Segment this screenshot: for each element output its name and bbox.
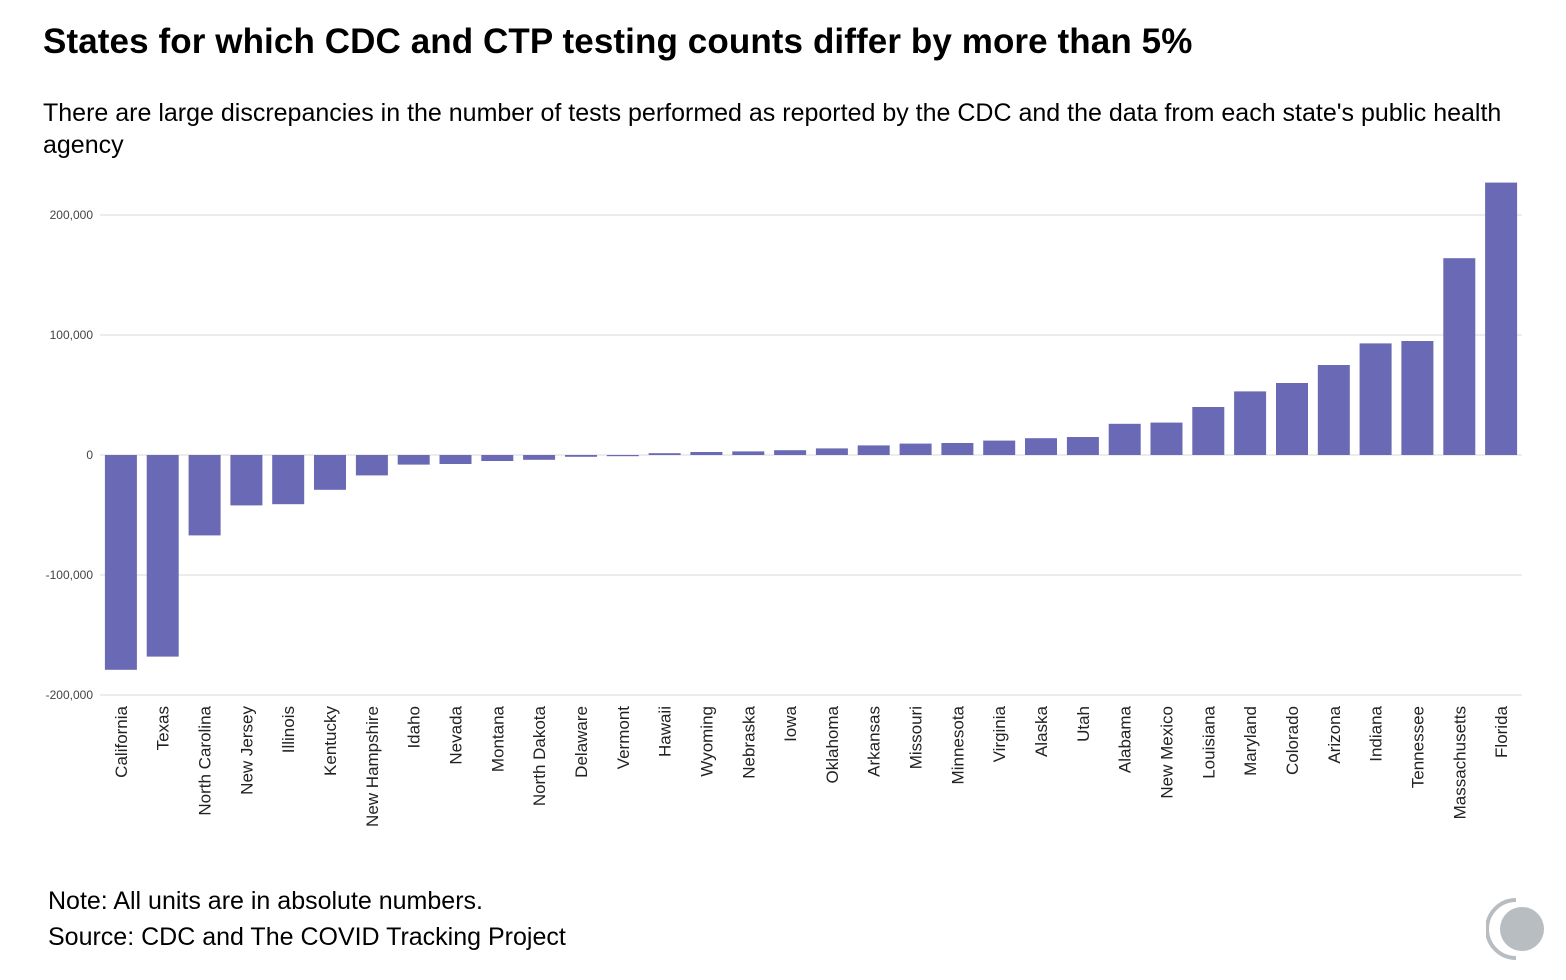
- bar-north-carolina: [188, 455, 221, 536]
- bar-iowa: [774, 450, 807, 455]
- bar-illinois: [272, 455, 305, 505]
- bar-vermont: [606, 455, 639, 457]
- x-tick-label: Louisiana: [1199, 705, 1218, 778]
- x-tick-label: Indiana: [1367, 705, 1386, 761]
- bars: [104, 182, 1518, 670]
- y-tick-label: 0: [86, 448, 93, 462]
- bar-maryland: [1234, 391, 1267, 455]
- y-tick-label: 100,000: [50, 328, 94, 342]
- bar-alaska: [1025, 438, 1057, 455]
- bar-minnesota: [941, 443, 974, 455]
- bar-arkansas: [857, 445, 890, 455]
- chart-subtitle: There are large discrepancies in the num…: [43, 99, 1502, 159]
- gridlines: [100, 214, 1522, 696]
- x-tick-label: Nevada: [447, 705, 466, 764]
- x-tick-label: Vermont: [614, 706, 633, 770]
- bar-oklahoma: [815, 448, 848, 455]
- bar-california: [104, 455, 137, 670]
- bar-idaho: [397, 455, 430, 465]
- bar-arizona: [1317, 365, 1350, 455]
- bar-new-jersey: [230, 455, 263, 506]
- x-tick-label: Iowa: [781, 705, 800, 741]
- bar-texas: [146, 455, 179, 657]
- covid-tracking-project-logo-icon: [1486, 898, 1544, 960]
- bar-florida: [1485, 182, 1518, 455]
- x-tick-label: Tennessee: [1408, 706, 1427, 788]
- bar-new-mexico: [1150, 422, 1183, 455]
- bar-missouri: [899, 443, 932, 455]
- y-axis-tick-labels: 200,000 100,000 0 -100,000 -200,000: [46, 208, 94, 702]
- y-tick-label: -200,000: [46, 688, 94, 702]
- x-tick-label: Alaska: [1032, 705, 1051, 757]
- x-tick-label: Maryland: [1241, 706, 1260, 776]
- x-axis-tick-labels: California Texas North Carolina New Jersey I…: [112, 705, 1511, 826]
- bar-new-hampshire: [355, 455, 388, 476]
- x-tick-label: Oklahoma: [823, 705, 842, 783]
- x-tick-label: Florida: [1492, 705, 1511, 758]
- x-tick-label: New Mexico: [1158, 706, 1177, 799]
- bar-colorado: [1276, 383, 1308, 455]
- x-tick-label: Arizona: [1325, 705, 1344, 763]
- x-tick-label: Kentucky: [321, 706, 340, 776]
- footer-source: Source: CDC and The COVID Tracking Proje…: [48, 923, 566, 951]
- y-tick-label: 200,000: [50, 208, 94, 222]
- footer-note: Note: All units are in absolute numbers.: [48, 887, 483, 915]
- bar-utah: [1066, 437, 1099, 455]
- y-tick-label: -100,000: [46, 568, 94, 582]
- bar-massachusetts: [1443, 258, 1476, 455]
- chart-title: States for which CDC and CTP testing cou…: [43, 22, 1193, 61]
- bar-wyoming: [690, 452, 723, 455]
- x-tick-label: California: [112, 705, 131, 777]
- x-tick-label: Missouri: [907, 706, 926, 769]
- x-tick-label: Montana: [488, 705, 507, 772]
- bar-hawaii: [648, 453, 681, 455]
- bar-kentucky: [314, 455, 346, 490]
- x-tick-label: Idaho: [405, 706, 424, 749]
- bar-indiana: [1359, 343, 1392, 455]
- bar-tennessee: [1401, 341, 1434, 455]
- x-tick-label: North Dakota: [530, 705, 549, 806]
- x-tick-label: Arkansas: [865, 706, 884, 777]
- bar-louisiana: [1192, 407, 1225, 455]
- x-tick-label: Wyoming: [697, 706, 716, 777]
- x-tick-label: Virginia: [990, 705, 1009, 762]
- x-tick-label: New Jersey: [237, 706, 256, 795]
- x-tick-label: Colorado: [1283, 706, 1302, 775]
- x-tick-label: Alabama: [1116, 705, 1135, 773]
- x-tick-label: Texas: [154, 706, 173, 750]
- x-tick-label: Minnesota: [948, 705, 967, 784]
- bar-nebraska: [732, 451, 765, 455]
- x-tick-label: New Hampshire: [363, 706, 382, 827]
- x-tick-label: North Carolina: [196, 705, 215, 815]
- bar-delaware: [565, 455, 597, 457]
- bar-chart: 200,000 100,000 0 -100,000 -200,000 Californ…: [46, 182, 1522, 827]
- bar-nevada: [439, 455, 472, 464]
- x-tick-label: Hawaii: [656, 706, 675, 757]
- x-tick-label: Illinois: [279, 706, 298, 753]
- bar-alabama: [1108, 423, 1141, 455]
- bar-north-dakota: [523, 455, 556, 460]
- x-tick-label: Utah: [1074, 706, 1093, 742]
- bar-montana: [481, 455, 514, 461]
- x-tick-label: Nebraska: [739, 705, 758, 778]
- x-tick-label: Massachusetts: [1450, 706, 1469, 819]
- x-tick-label: Delaware: [572, 706, 591, 778]
- bar-virginia: [983, 440, 1016, 455]
